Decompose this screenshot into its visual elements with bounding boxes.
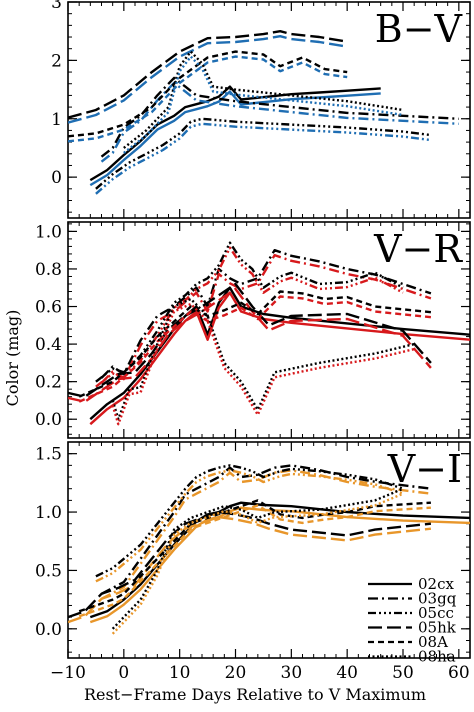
x-tick-label: 40 xyxy=(336,663,358,683)
y-tick-label: 0.2 xyxy=(35,373,62,393)
series-line-black-05cc xyxy=(95,241,404,383)
y-tick-label: 0.5 xyxy=(35,561,62,581)
panel-label: V−I xyxy=(387,447,462,491)
series-line-color-05cc xyxy=(95,122,432,195)
series-line-black-08ha xyxy=(111,297,415,421)
series-line-color-05cc xyxy=(95,246,404,388)
y-tick-label: 1.0 xyxy=(35,222,62,242)
y-tick-label: 1 xyxy=(51,110,62,130)
series-line-black-03gq xyxy=(100,248,432,379)
y-tick-label: 0.4 xyxy=(35,335,62,355)
y-axis-title: Color (mag) xyxy=(3,310,22,407)
legend-label-05hk: 05hk xyxy=(418,619,457,637)
y-tick-label: 0.6 xyxy=(35,298,62,318)
legend-label-08A: 08A xyxy=(418,633,448,651)
series-line-black-05hk xyxy=(68,30,348,119)
series-line-color-08ha xyxy=(111,492,404,635)
series-line-black-02cx xyxy=(89,501,470,619)
y-tick-label: 2 xyxy=(51,51,62,71)
x-axis-title: Rest−Frame Days Relative to V Maximum xyxy=(84,685,426,704)
series-line-color-08ha xyxy=(111,302,415,426)
series-group xyxy=(68,241,470,426)
legend-label-02cx: 02cx xyxy=(418,575,454,593)
x-tick-label: 60 xyxy=(448,663,470,683)
series-line-color-05hk xyxy=(68,35,348,124)
series-line-black-05cc xyxy=(95,464,404,578)
series-line-color-08A xyxy=(78,295,432,403)
x-tick-label: 50 xyxy=(392,663,414,683)
series-group xyxy=(68,464,470,635)
y-tick-label: 0.0 xyxy=(35,620,62,640)
y-tick-label: 0.8 xyxy=(35,260,62,280)
legend-label-05cc: 05cc xyxy=(418,604,454,622)
y-tick-label: 3 xyxy=(51,0,62,13)
panel-1: 0.0 0.2 0.4 0.6 0.8 1.0 V−R xyxy=(35,221,471,439)
x-tick-label: 0 xyxy=(118,663,129,683)
panels: 0 1 2 3 B−V 0.0 0.2 0.4 0.6 0.8 1.0 V−R 0.0 0.5 1.0 1.5… xyxy=(35,0,471,683)
x-tick-label: 20 xyxy=(225,663,247,683)
panel-0: 0 1 2 3 B−V xyxy=(51,0,471,219)
series-line-black-05cc xyxy=(95,117,432,190)
series-line-black-05hk xyxy=(68,510,432,619)
legend-label-08ha: 08ha xyxy=(418,648,456,666)
series-line-black-08A xyxy=(68,50,348,138)
series-line-black-05hk xyxy=(68,282,432,398)
series-line-color-05cc xyxy=(95,469,404,583)
series-line-black-08ha xyxy=(111,487,404,630)
x-tick-label: −10 xyxy=(50,663,86,683)
y-tick-label: 1.5 xyxy=(35,445,62,465)
panel-label: V−R xyxy=(373,227,463,271)
series-line-color-02cx xyxy=(89,291,470,426)
series-line-color-02cx xyxy=(89,506,470,624)
series-line-black-03gq xyxy=(100,76,459,158)
series-line-color-08A xyxy=(68,55,348,143)
series-line-color-08A xyxy=(78,504,431,618)
x-tick-label: 10 xyxy=(169,663,191,683)
y-tick-label: 0 xyxy=(51,168,62,188)
y-tick-label: 1.0 xyxy=(35,503,62,523)
series-line-color-05hk xyxy=(68,515,432,624)
series-line-color-08ha xyxy=(123,55,404,154)
y-tick-label: 0.0 xyxy=(35,410,62,430)
legend-label-03gq: 03gq xyxy=(418,590,457,608)
series-line-black-08ha xyxy=(123,50,404,149)
panel-2: 0.0 0.5 1.0 1.5 −10 0 10 20 30 40 50 60 V−I xyxy=(35,441,471,683)
series-group xyxy=(68,30,459,195)
series-line-color-03gq xyxy=(100,81,459,163)
series-line-black-08A xyxy=(78,290,432,398)
series-line-color-05hk xyxy=(68,287,432,403)
x-tick-label: 30 xyxy=(281,663,303,683)
panel-label: B−V xyxy=(375,7,463,51)
series-line-black-08A xyxy=(78,499,431,613)
series-line-color-03gq xyxy=(100,253,432,384)
